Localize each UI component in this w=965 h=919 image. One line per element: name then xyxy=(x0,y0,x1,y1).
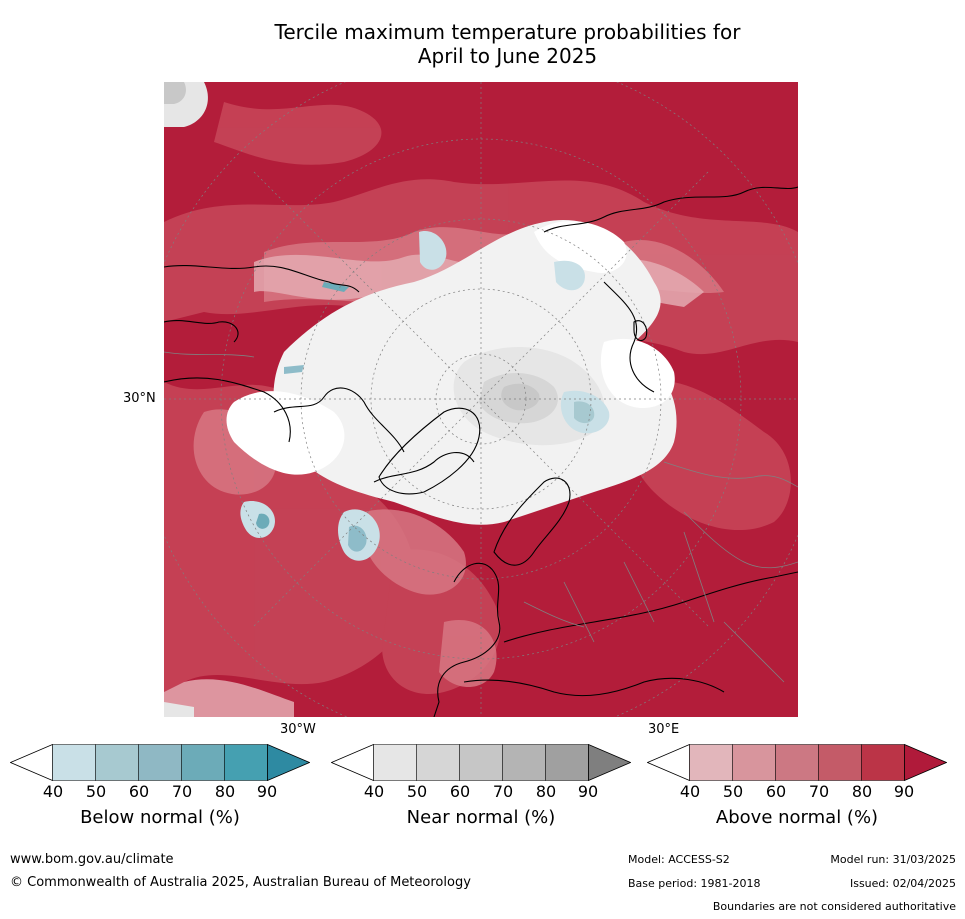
tick-label: 80 xyxy=(851,782,873,801)
probability-map xyxy=(164,82,798,717)
website-link[interactable]: www.bom.gov.au/climate xyxy=(10,852,174,867)
tick-label: 40 xyxy=(679,782,701,801)
colorbar-extend-high xyxy=(904,744,947,781)
colorbar-above xyxy=(647,744,947,781)
colorbar-bin xyxy=(545,744,589,781)
tick-label: 60 xyxy=(128,782,150,801)
lon-label-30e: 30°E xyxy=(648,722,680,737)
legend-title-above: Above normal (%) xyxy=(715,807,879,828)
issued-text: Issued: 02/04/2025 xyxy=(849,877,956,890)
colorbar-near xyxy=(331,744,631,781)
colorbar-bin xyxy=(416,744,460,781)
lon-label-30w: 30°W xyxy=(280,722,316,737)
colorbar-bin xyxy=(502,744,546,781)
tick-label: 90 xyxy=(577,782,599,801)
colorbar-bin xyxy=(138,744,182,781)
base-period-text: Base period: 1981-2018 xyxy=(628,877,761,890)
chart-title: Tercile maximum temperature probabilitie… xyxy=(0,20,965,68)
tick-label: 50 xyxy=(722,782,744,801)
legend-below-normal xyxy=(10,744,310,781)
tick-label: 50 xyxy=(406,782,428,801)
legend-above-normal xyxy=(647,744,947,781)
colorbar-bin xyxy=(818,744,862,781)
model-text: Model: ACCESS-S2 xyxy=(628,853,730,866)
legend-near-normal xyxy=(331,744,631,781)
lat-label-30n: 30°N xyxy=(123,391,156,406)
colorbar-bin xyxy=(52,744,96,781)
colorbar-extend-low xyxy=(331,744,374,781)
colorbar-extend-low xyxy=(10,744,53,781)
tick-label: 60 xyxy=(449,782,471,801)
disclaimer-text: Boundaries are not considered authoritat… xyxy=(712,900,956,913)
colorbar-bin xyxy=(95,744,139,781)
tick-label: 50 xyxy=(85,782,107,801)
tick-label: 40 xyxy=(363,782,385,801)
tick-label: 70 xyxy=(171,782,193,801)
colorbar-bin xyxy=(224,744,268,781)
legend-title-below: Below normal (%) xyxy=(80,807,240,828)
graticule xyxy=(164,82,798,717)
title-line-2: April to June 2025 xyxy=(417,44,598,68)
tick-label: 80 xyxy=(535,782,557,801)
colorbar-extend-low xyxy=(647,744,690,781)
map-canvas xyxy=(164,82,798,717)
colorbar-bin xyxy=(775,744,819,781)
colorbar-bin xyxy=(861,744,905,781)
colorbar-bin xyxy=(181,744,225,781)
tick-label: 40 xyxy=(42,782,64,801)
tick-label: 90 xyxy=(893,782,915,801)
tick-label: 70 xyxy=(492,782,514,801)
legend-title-near: Near normal (%) xyxy=(406,807,556,828)
tick-label: 90 xyxy=(256,782,278,801)
colorbar-bin xyxy=(459,744,503,781)
country-boundaries xyxy=(164,351,798,683)
tick-label: 60 xyxy=(765,782,787,801)
colorbar-bin xyxy=(732,744,776,781)
colorbar-bin xyxy=(689,744,733,781)
tick-label: 80 xyxy=(214,782,236,801)
colorbar-extend-high xyxy=(267,744,310,781)
model-run-text: Model run: 31/03/2025 xyxy=(830,853,956,866)
coastlines xyxy=(164,186,798,717)
copyright-text: © Commonwealth of Australia 2025, Austra… xyxy=(10,875,471,890)
colorbar-extend-high xyxy=(588,744,631,781)
tick-label: 70 xyxy=(808,782,830,801)
colorbar-bin xyxy=(373,744,417,781)
below-normal-regions xyxy=(240,231,610,561)
title-line-1: Tercile maximum temperature probabilitie… xyxy=(274,20,741,44)
colorbar-below xyxy=(10,744,310,781)
